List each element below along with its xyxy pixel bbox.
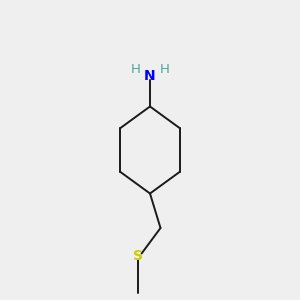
Text: H: H xyxy=(131,63,140,76)
Text: S: S xyxy=(133,250,143,263)
Text: N: N xyxy=(144,70,156,83)
Text: H: H xyxy=(160,63,169,76)
